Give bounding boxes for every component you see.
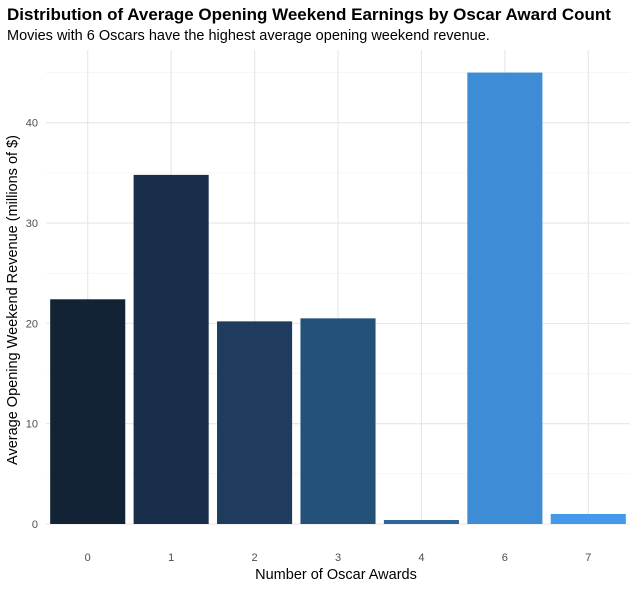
y-axis-title: Average Opening Weekend Revenue (million… — [5, 135, 21, 465]
x-tick-label: 0 — [85, 552, 91, 564]
y-tick-label: 0 — [32, 519, 38, 531]
bar-3 — [300, 318, 376, 524]
x-tick-label: 1 — [168, 552, 174, 564]
y-tick-label: 20 — [26, 318, 38, 330]
bar-7 — [550, 513, 626, 524]
y-axis-ticks: 0 10 20 30 40 — [26, 118, 38, 531]
x-tick-label: 6 — [502, 552, 508, 564]
chart-title: Distribution of Average Opening Weekend … — [7, 5, 611, 24]
bar-4 — [383, 519, 459, 524]
bars — [50, 72, 626, 525]
x-tick-label: 3 — [335, 552, 341, 564]
bar-0 — [50, 299, 126, 524]
x-axis-ticks: 0 1 2 3 4 6 7 — [85, 552, 592, 564]
x-tick-label: 7 — [585, 552, 591, 564]
x-tick-label: 4 — [418, 552, 424, 564]
y-tick-label: 40 — [26, 118, 38, 130]
y-tick-label: 10 — [26, 419, 38, 431]
chart-subtitle: Movies with 6 Oscars have the highest av… — [7, 28, 490, 44]
y-tick-label: 30 — [26, 218, 38, 230]
bar-6 — [467, 72, 543, 525]
bar-2 — [217, 321, 293, 524]
bar-1 — [133, 174, 209, 524]
x-tick-label: 2 — [252, 552, 258, 564]
x-axis-title: Number of Oscar Awards — [255, 567, 417, 583]
